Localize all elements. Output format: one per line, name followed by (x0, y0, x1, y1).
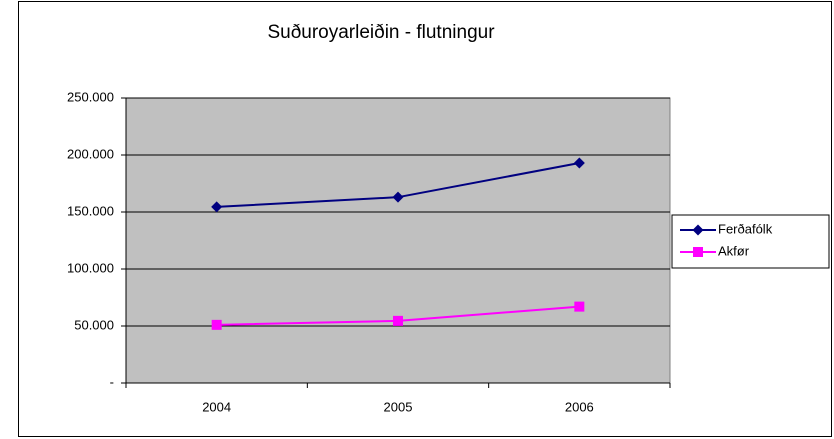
legend-box (671, 214, 830, 269)
plot-area (125, 97, 671, 384)
x-tick-label: 2005 (384, 399, 413, 414)
marker (392, 191, 404, 203)
y-tick-label: 250.000 (67, 89, 114, 104)
x-tick-label: 2004 (202, 399, 231, 414)
legend-label: Ferðafólk (718, 221, 773, 236)
y-tick-label: 100.000 (67, 260, 114, 275)
marker (211, 201, 223, 213)
marker (692, 224, 704, 236)
legend-label: Akfør (718, 243, 750, 258)
x-tick-label: 2006 (565, 399, 594, 414)
marker (393, 315, 403, 326)
y-tick-label: 50.000 (74, 317, 114, 332)
y-tick-label: - (110, 374, 114, 389)
y-tick-label: 200.000 (67, 146, 114, 161)
marker (574, 301, 585, 312)
marker (573, 157, 585, 169)
y-tick-label: 150.000 (67, 203, 114, 218)
chart-title: Suðuroyarleiðin - flutningur (267, 22, 495, 43)
marker (211, 319, 222, 330)
marker (693, 247, 703, 257)
